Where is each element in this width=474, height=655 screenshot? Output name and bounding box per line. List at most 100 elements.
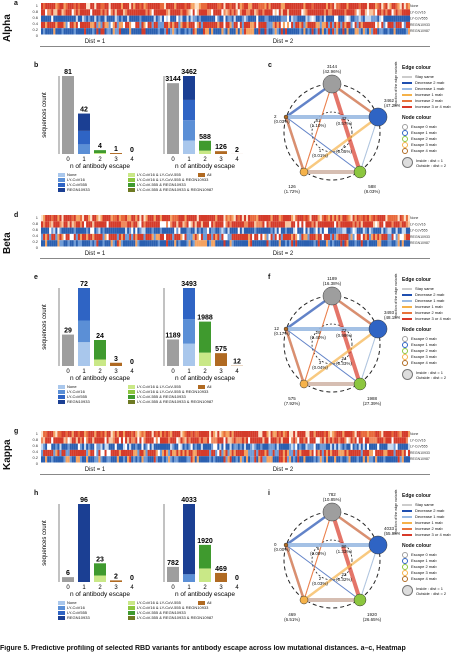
heatmap-cell	[403, 443, 406, 450]
node-legend-item: Escape 3 mab	[402, 354, 437, 360]
heatmap-cell	[336, 443, 339, 450]
heatmap-cell	[127, 233, 130, 241]
heatmap-row-label: LY-CoV555	[410, 229, 428, 233]
heatmap-cell	[336, 449, 339, 457]
heatmap-cell	[198, 221, 201, 228]
heatmap-cell	[291, 9, 294, 16]
heatmap-cell	[260, 227, 263, 234]
heatmap-cell	[123, 15, 126, 22]
heatmap-cell	[186, 456, 189, 463]
heatmap-cell	[41, 443, 44, 450]
heatmap-cell	[77, 9, 80, 16]
heatmap-cell	[223, 227, 226, 234]
heatmap-cell	[379, 227, 382, 234]
heatmap-cell	[305, 443, 308, 450]
bar-value-label: 42	[80, 107, 88, 114]
heatmap-cell	[217, 449, 220, 457]
heatmap-cell	[328, 227, 331, 234]
node-legend-label: Escape 4 mab	[411, 148, 437, 154]
heatmap-cell	[309, 437, 312, 444]
heatmap-cell	[334, 21, 337, 29]
section-beta: d Beta 1 0.8 0.6 0.4 0.2 0 None LY-CoV16 LY-CoV555…	[0, 212, 474, 424]
node-legend-label: Escape 1 mab	[411, 342, 437, 348]
heatmap-cell	[248, 240, 251, 247]
legend-swatch	[58, 600, 65, 605]
heatmap-cell	[295, 15, 298, 22]
heatmap-cell	[315, 227, 318, 234]
heatmap-cell	[77, 431, 80, 438]
network-label: (42.96%)	[323, 69, 342, 74]
x-tick-label: 2	[203, 369, 207, 375]
heatmap-cell	[196, 240, 199, 247]
heatmap-cell	[301, 227, 304, 234]
heatmap-cell	[190, 221, 193, 228]
bar-segment	[183, 120, 195, 141]
heatmap-cell	[297, 431, 300, 438]
bar-segment	[199, 321, 211, 353]
heatmap-cell	[348, 221, 351, 228]
heatmap-cell	[366, 233, 370, 241]
heatmap-cell	[401, 227, 404, 234]
heatmap-cell	[229, 221, 232, 228]
heatmap-cell	[272, 221, 275, 228]
heatmap-cell	[321, 443, 324, 450]
heatmap-cell	[211, 437, 214, 444]
heatmap-cell	[41, 449, 44, 457]
heatmap-cell	[280, 3, 283, 10]
heatmap-cell	[239, 443, 242, 450]
legend-label: LY-CoV-555 & REGN10933	[137, 610, 186, 615]
heatmap-cell	[120, 15, 124, 22]
edge-legend-label: Decrease 2 mab	[415, 80, 445, 85]
heatmap-cell	[55, 3, 58, 10]
heatmap-cell	[399, 21, 402, 29]
heatmap-cell	[110, 443, 113, 450]
heatmap-cell	[364, 221, 367, 228]
heatmap-cell	[403, 233, 406, 241]
heatmap-cell	[317, 28, 320, 35]
variant-label: Beta	[2, 232, 13, 254]
heatmap-cell	[291, 21, 294, 29]
network-edge	[330, 83, 362, 173]
network-node	[353, 377, 367, 391]
heatmap-cell	[297, 21, 300, 29]
bar-value-label: 1920	[197, 538, 213, 545]
heatmap-cell	[90, 28, 93, 35]
heatmap-cell	[63, 233, 66, 241]
heatmap-cell	[328, 443, 331, 450]
heatmap-tick: 0	[36, 245, 39, 250]
heatmap-cell	[246, 456, 249, 463]
heatmap-cell	[325, 3, 329, 10]
heatmap-cell	[221, 28, 224, 35]
dist2-rule	[150, 258, 430, 259]
heatmap-cell	[358, 431, 361, 438]
heatmap-cell	[45, 15, 48, 22]
heatmap-cell	[319, 215, 322, 222]
heatmap-cell	[405, 233, 408, 241]
heatmap-cell	[246, 240, 249, 247]
heatmap-cell	[211, 443, 214, 450]
heatmap-cell	[96, 456, 99, 463]
heatmap-cell	[88, 431, 91, 438]
heatmap-cell	[53, 21, 56, 29]
heatmap-cell	[287, 3, 290, 10]
heatmap-cell	[393, 443, 396, 450]
heatmap-cell	[69, 443, 72, 450]
heatmap-cell	[110, 215, 113, 222]
edge-legend-label: Increase 1 mab	[415, 92, 443, 97]
heatmap-cell	[205, 21, 208, 29]
heatmap-cell	[354, 15, 357, 22]
heatmap-cell	[364, 15, 367, 22]
heatmap-cell	[227, 15, 230, 22]
heatmap-cell	[399, 15, 402, 22]
heatmap-cell	[186, 21, 189, 29]
heatmap-cell	[225, 3, 228, 10]
heatmap-cell	[387, 456, 390, 463]
heatmap-cell	[299, 431, 302, 438]
heatmap-cell	[297, 9, 300, 16]
heatmap-cell	[186, 240, 189, 247]
heatmap-cell	[73, 3, 76, 10]
heatmap-cell	[332, 215, 335, 222]
heatmap-cell	[41, 15, 44, 22]
heatmap-cell	[106, 21, 109, 29]
heatmap-cell	[407, 449, 411, 457]
